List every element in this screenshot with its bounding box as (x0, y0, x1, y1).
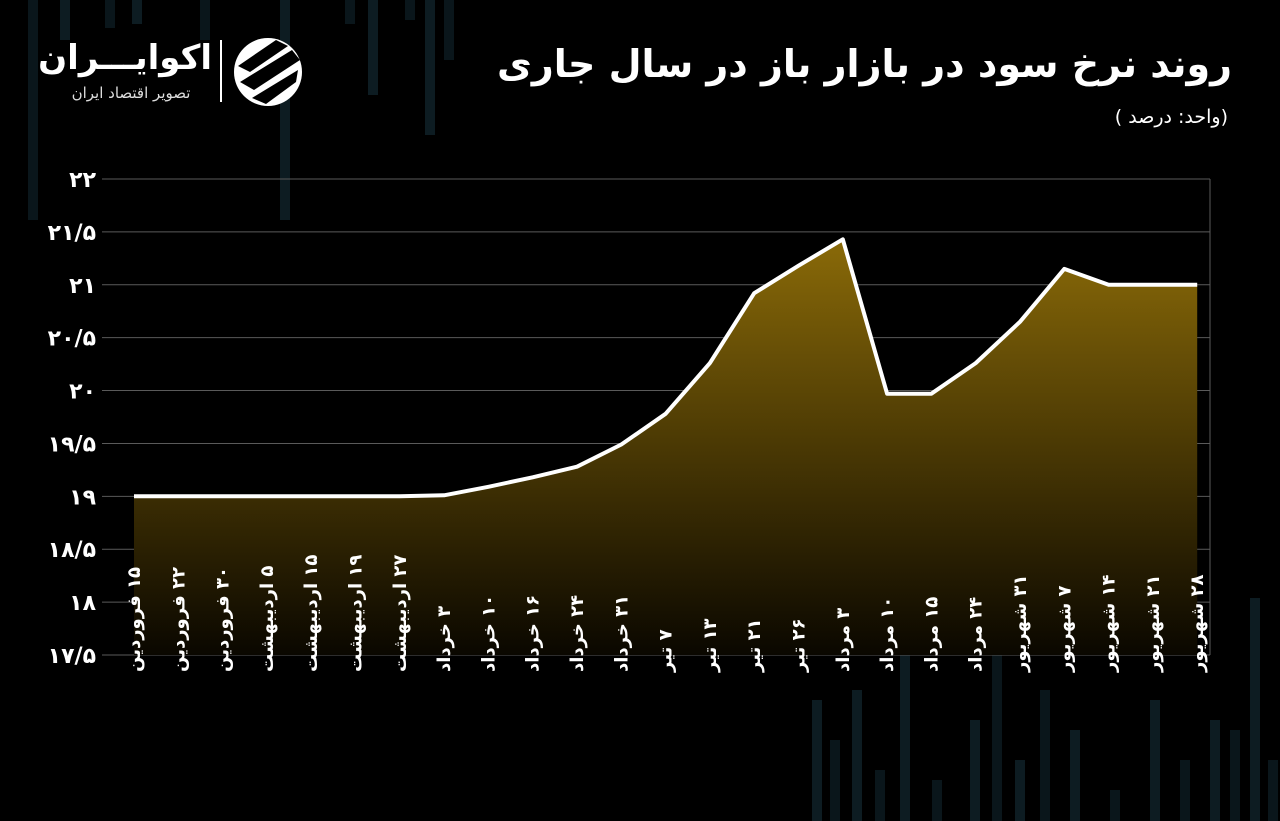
y-tick-label: ۱۷/۵ (48, 644, 96, 669)
x-tick-label: ۷ تیر (656, 629, 677, 673)
bg-candle-bar (1210, 720, 1220, 821)
x-tick-label: ۲۷ اردیبهشت (390, 555, 411, 672)
x-tick-label: ۵ اردیبهشت (257, 566, 278, 672)
y-tick-label: ۲۱ (69, 274, 96, 299)
bg-candle-bar (852, 690, 862, 821)
y-tick-label: ۲۱/۵ (48, 221, 96, 246)
logo-divider (220, 40, 222, 102)
y-axis-ticks: ۱۷/۵ ۱۸ ۱۸/۵ ۱۹ ۱۹/۵ ۲۰ ۲۰/۵ ۲۱ ۲۱/۵ ۲۲ (48, 168, 97, 669)
series-line-group (133, 237, 1198, 499)
bg-candle-bar (900, 640, 910, 821)
bg-candle-bar (1015, 760, 1025, 821)
x-tick-label: ۳ خرداد (434, 606, 455, 672)
bg-candle-bar (830, 740, 840, 821)
bg-candle-bar (425, 0, 435, 135)
bg-candle-bar (812, 700, 822, 821)
chart-subtitle: (واحد: درصد ) (1114, 106, 1228, 128)
x-tick-label: ۱۰ مرداد (877, 597, 898, 672)
bg-candle-bar (1040, 690, 1050, 821)
x-axis-ticks: ۱۵ فروردین ۲۲ فروردین ۳۰ فروردین ۵ اردیبهشت… (124, 555, 1208, 673)
bg-candle-bar (280, 0, 290, 220)
x-tick-label: ۳۱ خرداد (611, 595, 632, 672)
x-tick-label: ۱۵ فروردین (124, 567, 145, 672)
bg-candle-bar (200, 0, 210, 40)
x-tick-label: ۱۳ تیر (700, 618, 721, 673)
x-tick-label: ۳۰ فروردین (213, 567, 234, 672)
x-tick-label: ۱۶ خرداد (523, 595, 544, 672)
x-tick-label: ۳ مرداد (833, 608, 854, 672)
x-tick-label: ۲۴ مرداد (966, 597, 987, 672)
x-tick-label: ۲۲ فروردین (168, 567, 189, 672)
x-tick-label: ۲۴ خرداد (567, 595, 588, 672)
brand-logo: اکوایـــران تصویر اقتصاد ایران (38, 36, 310, 108)
bg-candle-bar (345, 0, 355, 24)
x-tick-label: ۲۱ شهریور (1143, 575, 1164, 673)
bg-candle-bar (28, 0, 38, 220)
chart-title: روند نرخ سود در بازار باز در سال جاری (497, 42, 1232, 86)
bg-candle-bar (60, 0, 70, 40)
bg-candle-bar (1110, 790, 1120, 821)
x-tick-label: ۱۹ اردیبهشت (346, 555, 367, 672)
bg-candle-bar (132, 0, 142, 24)
x-tick-label: ۲۸ شهریور (1187, 575, 1208, 673)
bg-candle-bar (932, 780, 942, 821)
bg-candle-bar (405, 0, 415, 20)
bg-candle-bar (1250, 598, 1260, 821)
x-tick-label: ۱۴ شهریور (1099, 575, 1120, 673)
area-fill (134, 239, 1198, 656)
bg-candle-bar (444, 0, 454, 60)
bg-candle-bar (1180, 760, 1190, 821)
x-tick-label: ۱۵ مرداد (921, 597, 942, 672)
x-tick-label: ۲۱ تیر (744, 618, 765, 673)
y-tick-label: ۱۹/۵ (48, 432, 96, 457)
bg-candle-bar (1150, 700, 1160, 821)
y-tick-label: ۲۰/۵ (48, 327, 96, 352)
y-tick-label: ۲۲ (69, 168, 96, 193)
y-tick-label: ۲۰ (69, 380, 96, 405)
bg-candle-bar (1070, 730, 1080, 821)
logo-tagline: تصویر اقتصاد ایران (71, 84, 191, 102)
y-tick-label: ۱۸ (69, 591, 96, 616)
bg-candle-bar (1230, 730, 1240, 821)
bg-candle-bar (992, 600, 1002, 821)
bg-candle-bar (875, 770, 885, 821)
bg-candle-bar (1268, 760, 1278, 821)
area-fill-group (134, 239, 1198, 656)
x-tick-label: ۲۶ تیر (789, 618, 810, 673)
x-tick-label: ۱۰ خرداد (478, 595, 499, 672)
bg-candle-bar (970, 720, 980, 821)
bg-candle-bar (105, 0, 115, 28)
x-tick-label: ۱۵ اردیبهشت (301, 555, 322, 672)
y-tick-label: ۱۹ (69, 485, 96, 510)
x-tick-label: ۳۱ شهریور (1010, 575, 1031, 673)
y-tick-label: ۱۸/۵ (48, 538, 96, 563)
x-tick-label: ۷ شهریور (1054, 586, 1075, 673)
logo-mark-icon (234, 38, 302, 106)
bg-candle-bar (368, 0, 378, 95)
logo-name: اکوایـــران (38, 38, 212, 78)
